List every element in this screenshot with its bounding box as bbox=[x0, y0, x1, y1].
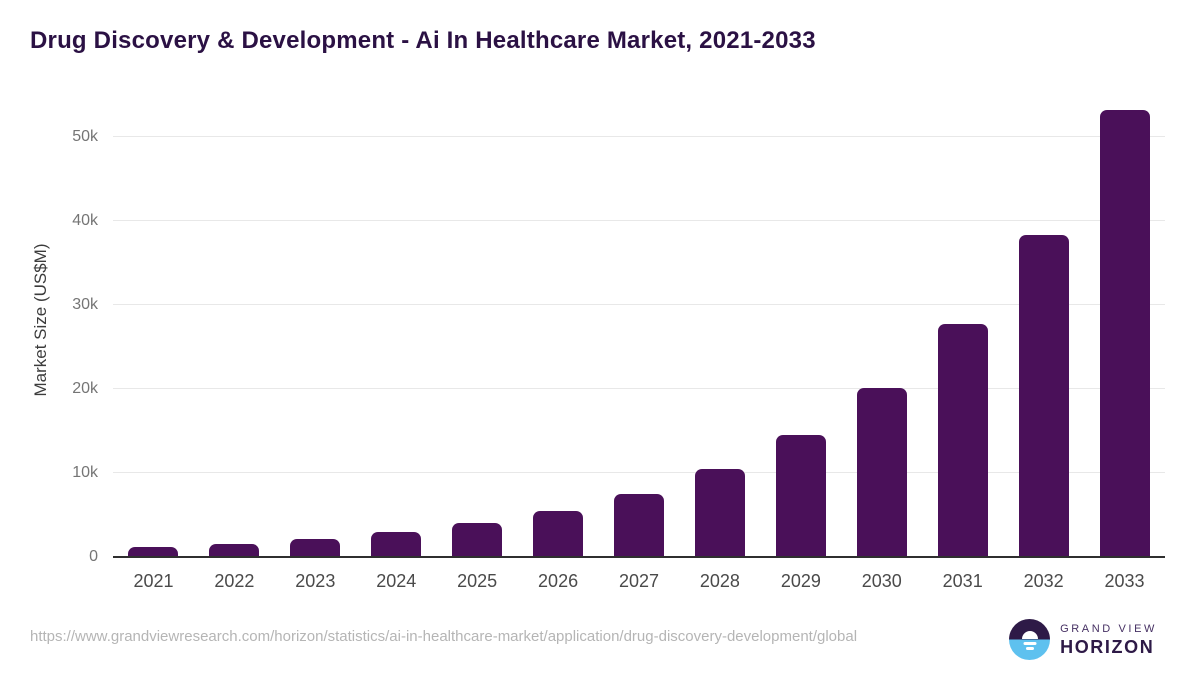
bar-slot-2028 bbox=[679, 95, 760, 557]
bar-slot-2027 bbox=[599, 95, 680, 557]
logo-grand-view-label: GRAND VIEW bbox=[1060, 622, 1157, 635]
bar-2025 bbox=[452, 522, 503, 557]
y-tick-label-50k: 50k bbox=[72, 128, 98, 145]
x-tick-label-2025: 2025 bbox=[457, 571, 498, 591]
bar-slot-2021 bbox=[113, 95, 194, 557]
x-axis-tick-labels: 2021 2022 2023 2024 2025 2026 2027 2028 2029 2030… bbox=[113, 570, 1165, 592]
bar-slot-2032 bbox=[1003, 95, 1084, 557]
bar-2028 bbox=[694, 469, 745, 557]
bar-2032 bbox=[1018, 234, 1069, 557]
x-axis-line bbox=[113, 556, 1165, 558]
bar-slot-2022 bbox=[194, 95, 275, 557]
gridline-20k bbox=[113, 388, 1165, 389]
x-tick-label-2028: 2028 bbox=[699, 571, 740, 591]
gridline-50k bbox=[113, 136, 1165, 137]
x-tick-label-2021: 2021 bbox=[133, 571, 174, 591]
horizon-sun-icon bbox=[1009, 619, 1051, 660]
chart-title: Drug Discovery & Development - Ai In Hea… bbox=[30, 27, 816, 54]
sun-reflection-line-1 bbox=[1023, 642, 1037, 645]
logo-horizon-label: HORIZON bbox=[1060, 636, 1155, 657]
y-tick-label-20k: 20k bbox=[72, 380, 98, 397]
y-axis-tick-labels: 0 10k 20k 30k 40k 50k bbox=[0, 95, 98, 565]
sun-reflection-line-2 bbox=[1025, 647, 1034, 650]
x-tick-label-2024: 2024 bbox=[376, 571, 417, 591]
y-tick-label-40k: 40k bbox=[72, 212, 98, 229]
plot-area bbox=[113, 95, 1165, 558]
bar-series bbox=[113, 95, 1165, 557]
x-tick-label-2022: 2022 bbox=[214, 571, 255, 591]
x-tick-label-2030: 2030 bbox=[861, 571, 902, 591]
bar-slot-2023 bbox=[275, 95, 356, 557]
bar-slot-2029 bbox=[760, 95, 841, 557]
x-tick-label-2026: 2026 bbox=[538, 571, 579, 591]
bar-2021 bbox=[128, 547, 179, 557]
bar-slot-2033 bbox=[1084, 95, 1165, 557]
logo-text-block: GRAND VIEW HORIZON bbox=[1060, 622, 1157, 658]
gridline-40k bbox=[113, 220, 1165, 221]
y-tick-label-30k: 30k bbox=[72, 296, 98, 313]
bar-2026 bbox=[533, 510, 584, 557]
grand-view-horizon-logo: GRAND VIEW HORIZON bbox=[1009, 619, 1157, 660]
bar-2027 bbox=[613, 493, 664, 557]
bar-2029 bbox=[775, 435, 826, 557]
bar-2031 bbox=[937, 323, 988, 557]
sun-dome-shape bbox=[1021, 631, 1038, 639]
bar-slot-2031 bbox=[922, 95, 1003, 557]
bar-2022 bbox=[209, 543, 260, 557]
x-tick-label-2023: 2023 bbox=[295, 571, 336, 591]
y-tick-label-0: 0 bbox=[89, 548, 98, 565]
bar-2030 bbox=[856, 388, 907, 557]
gridline-30k bbox=[113, 304, 1165, 305]
x-tick-label-2031: 2031 bbox=[942, 571, 983, 591]
source-url-text: https://www.grandviewresearch.com/horizo… bbox=[30, 628, 858, 645]
bar-2033 bbox=[1099, 110, 1150, 557]
bar-slot-2025 bbox=[437, 95, 518, 557]
x-tick-label-2027: 2027 bbox=[618, 571, 660, 591]
x-tick-label-2029: 2029 bbox=[780, 571, 821, 591]
x-tick-label-2033: 2033 bbox=[1104, 571, 1145, 591]
x-tick-label-2032: 2032 bbox=[1023, 571, 1064, 591]
gridline-10k bbox=[113, 472, 1165, 473]
bar-slot-2024 bbox=[356, 95, 437, 557]
y-tick-label-10k: 10k bbox=[72, 464, 98, 481]
bar-2024 bbox=[371, 531, 422, 557]
bar-slot-2030 bbox=[841, 95, 922, 557]
bar-2023 bbox=[290, 539, 341, 557]
bar-slot-2026 bbox=[518, 95, 599, 557]
